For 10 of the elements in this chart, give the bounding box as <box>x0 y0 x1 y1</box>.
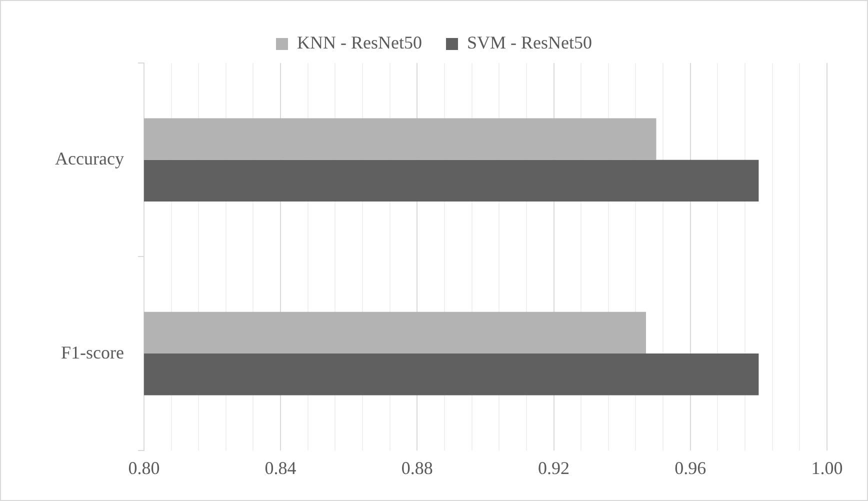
x-tick-label: 0.92 <box>538 458 570 478</box>
x-tick-label: 0.96 <box>674 458 706 478</box>
y-tick-label: Accuracy <box>54 148 124 169</box>
x-tick-label: 0.80 <box>128 458 160 478</box>
x-tick-label: 1.00 <box>811 458 843 478</box>
x-tick-label: 0.84 <box>264 458 296 478</box>
legend-label: KNN - ResNet50 <box>297 32 422 53</box>
y-tick-label: F1-score <box>60 342 124 362</box>
x-tick-label: 0.88 <box>401 458 433 478</box>
legend-label: SVM - ResNet50 <box>466 32 592 53</box>
